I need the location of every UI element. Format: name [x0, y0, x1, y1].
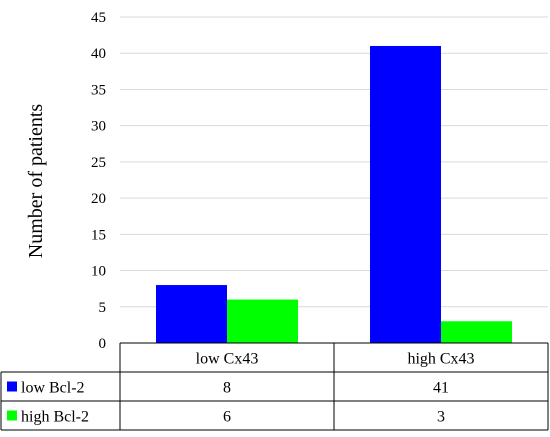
bar-low-bcl-2-low-cx43 [156, 285, 227, 343]
bar-high-bcl-2-low-cx43 [227, 299, 298, 343]
category-label: high Cx43 [407, 351, 474, 368]
legend-swatch [7, 381, 17, 392]
table-value: 6 [223, 409, 231, 426]
y-tick-label: 35 [91, 82, 106, 98]
y-tick-label: 30 [91, 119, 106, 135]
y-axis-label: Number of patients [25, 104, 47, 259]
legend-label: low Bcl-2 [21, 380, 85, 397]
bar-low-bcl-2-high-cx43 [370, 45, 441, 343]
legend-swatch [7, 410, 17, 421]
bar-high-bcl-2-high-cx43 [441, 321, 512, 343]
y-axis-ticks: 0 5 10 15 20 25 30 35 40 45 [91, 10, 106, 352]
y-tick-label: 5 [99, 300, 107, 316]
y-tick-label: 10 [91, 264, 106, 280]
category-label: low Cx43 [196, 351, 259, 368]
bars [156, 45, 512, 343]
y-tick-label: 0 [99, 336, 107, 352]
table-value: 41 [433, 380, 449, 397]
y-tick-label: 40 [91, 46, 106, 62]
y-tick-label: 20 [91, 191, 106, 207]
table-value: 3 [437, 409, 445, 426]
y-tick-label: 25 [91, 155, 106, 171]
table-value: 8 [223, 380, 231, 397]
y-tick-label: 45 [91, 10, 106, 26]
data-table: low Cx43 high Cx43 low Bcl-2 8 41 high Bcl-2 6… [0, 342, 549, 431]
y-tick-label: 15 [91, 227, 106, 243]
legend-label: high Bcl-2 [21, 409, 89, 426]
